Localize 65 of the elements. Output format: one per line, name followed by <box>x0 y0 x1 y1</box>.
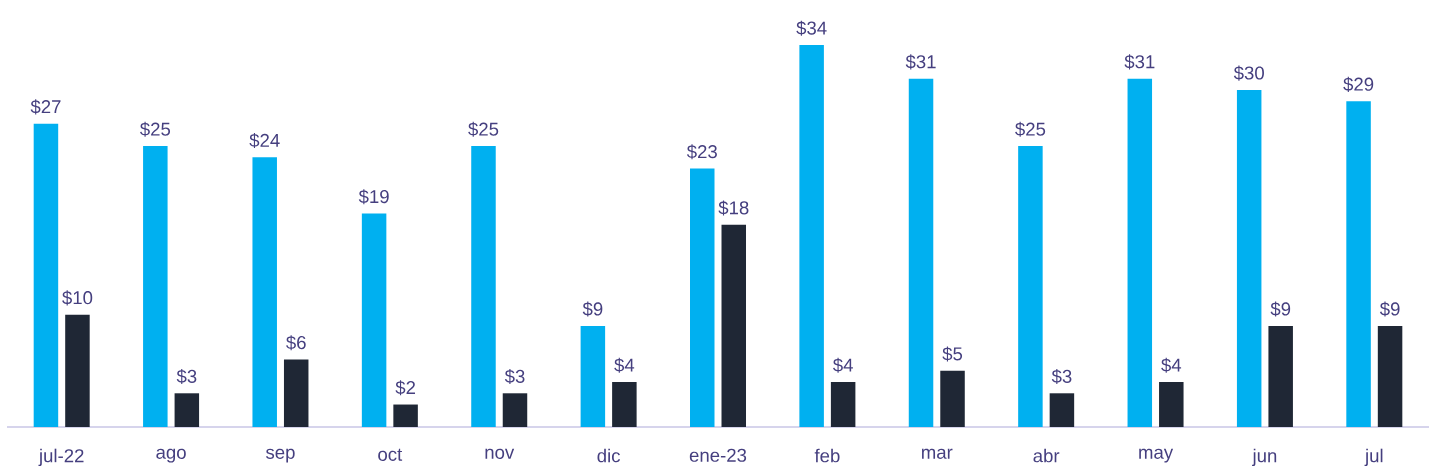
bar <box>721 224 747 427</box>
bar <box>830 382 856 427</box>
x-tick-label: ago <box>156 448 186 463</box>
bar <box>612 382 637 427</box>
bar <box>1236 89 1262 427</box>
data-label: $4 <box>833 357 853 373</box>
bar <box>33 123 59 427</box>
data-label: $3 <box>176 368 197 385</box>
data-label: $31 <box>905 54 936 70</box>
x-tick-label: mar <box>921 448 953 459</box>
bar <box>502 393 528 427</box>
x-tick-label: jul-22 <box>38 448 84 467</box>
x-tick-label: sep <box>265 448 295 463</box>
bar <box>1346 101 1371 427</box>
bar <box>252 157 277 427</box>
data-label: $4 <box>614 357 635 373</box>
data-label: $10 <box>62 290 93 306</box>
bar <box>940 370 965 427</box>
data-label: $34 <box>796 20 827 36</box>
data-label: $2 <box>395 380 416 396</box>
bar <box>1159 382 1184 427</box>
bar <box>690 168 715 427</box>
bar <box>283 359 309 427</box>
bar <box>1268 325 1293 427</box>
bar <box>143 146 168 427</box>
x-tick-label: ene-23 <box>689 448 747 462</box>
bar <box>361 213 387 427</box>
data-label: $29 <box>1343 76 1374 92</box>
x-tick-label: oct <box>378 448 403 461</box>
x-tick-label: abr <box>1033 448 1060 463</box>
data-label: $5 <box>942 346 963 362</box>
x-tick-label: jul <box>1364 448 1383 467</box>
bar <box>174 393 200 427</box>
bar <box>1127 78 1153 427</box>
data-label: $9 <box>1270 301 1291 317</box>
data-label: $27 <box>30 99 61 115</box>
bar <box>65 314 90 427</box>
data-label: $9 <box>582 301 603 317</box>
bar <box>799 44 824 427</box>
data-label: $6 <box>286 335 306 351</box>
data-label: $4 <box>1161 357 1182 373</box>
data-label: $31 <box>1124 54 1155 70</box>
data-label: $23 <box>686 144 717 160</box>
bar <box>580 325 606 427</box>
bar <box>908 78 934 427</box>
bar <box>471 146 496 427</box>
bar <box>1049 393 1075 427</box>
x-tick-label: may <box>1139 448 1174 463</box>
data-label: $3 <box>1051 368 1072 385</box>
x-tick-label: feb <box>814 448 840 463</box>
bar <box>1018 146 1043 427</box>
data-label: $19 <box>358 189 389 205</box>
x-tick-label: dic <box>597 448 621 463</box>
data-label: $3 <box>504 368 525 385</box>
data-label: $25 <box>468 121 499 137</box>
data-label: $9 <box>1379 301 1400 317</box>
data-label: $25 <box>140 121 171 137</box>
data-label: $18 <box>718 200 749 216</box>
x-tick-label: jun <box>1252 448 1277 467</box>
x-tick-label: nov <box>485 448 515 459</box>
data-label: $30 <box>1233 65 1264 81</box>
data-label: $24 <box>249 133 280 149</box>
bar <box>1377 325 1403 427</box>
bar <box>393 404 418 427</box>
data-label: $25 <box>1015 121 1046 137</box>
